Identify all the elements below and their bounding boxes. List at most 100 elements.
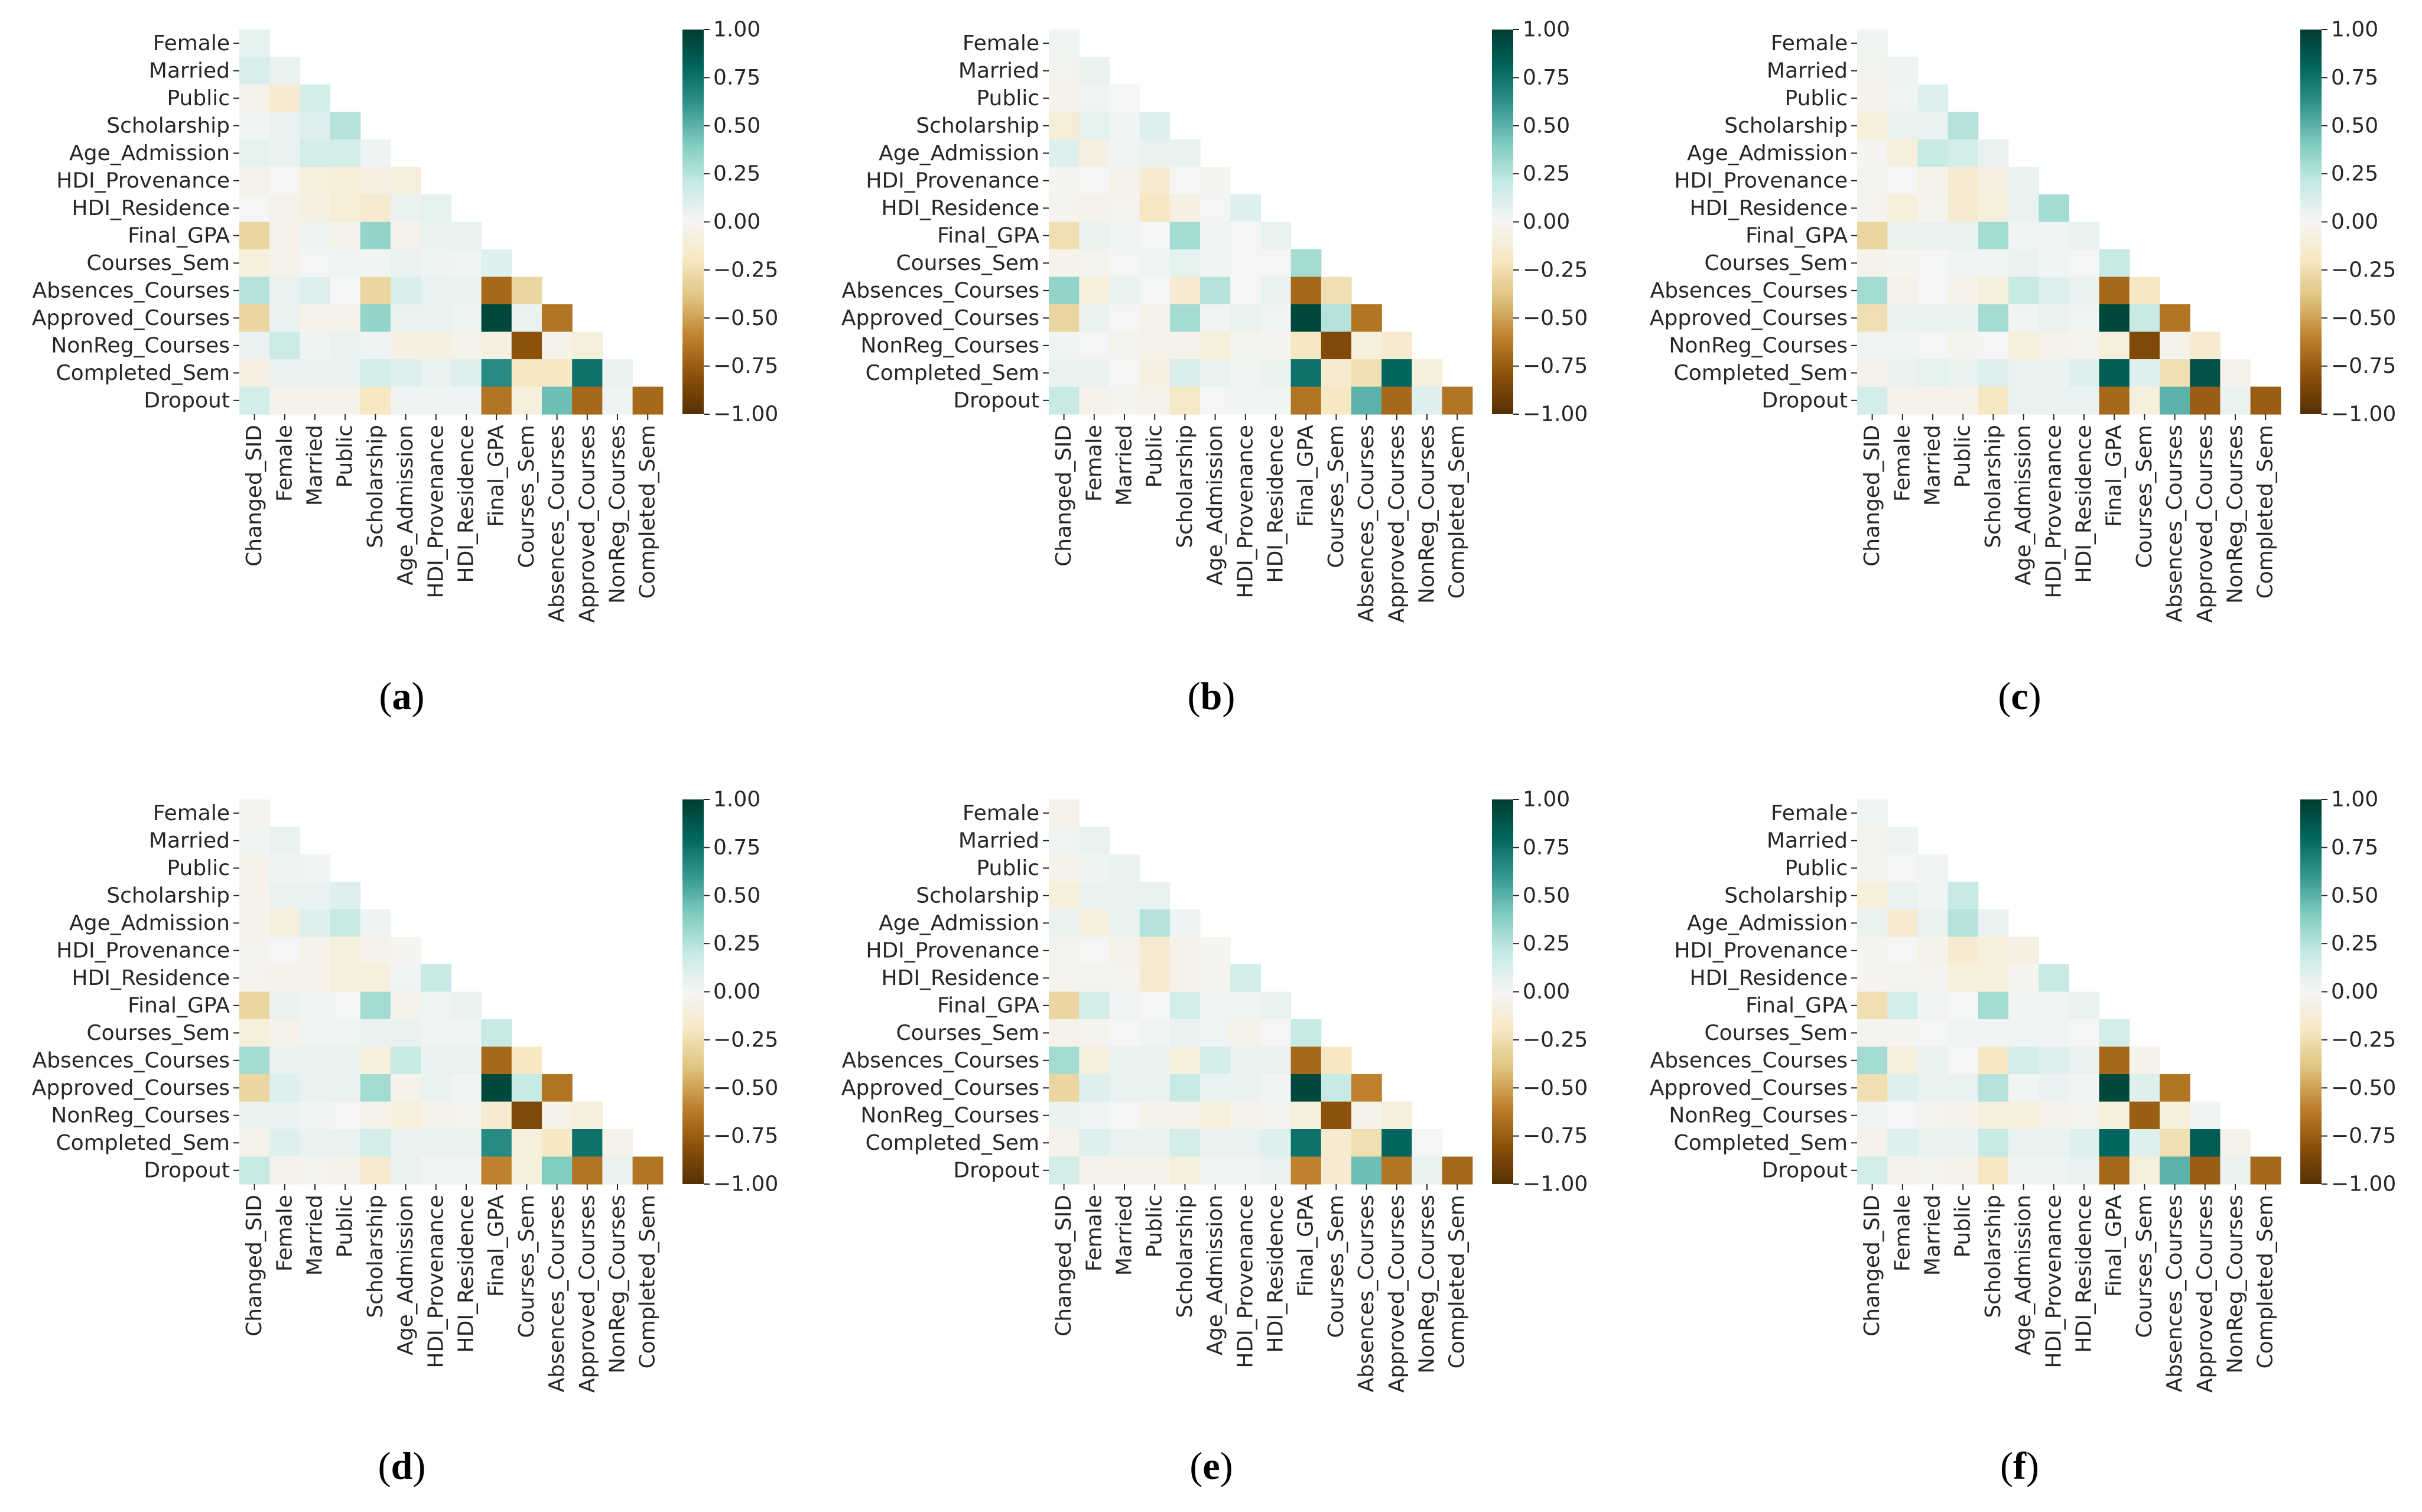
colorbar-tick-label: −0.25 <box>713 1027 778 1052</box>
y-tick-label: Approved_Courses <box>1650 306 1848 330</box>
heatmap-cell <box>1321 386 1352 415</box>
x-tick-label: Courses_Sem <box>2132 425 2157 568</box>
heatmap-cell <box>269 194 300 223</box>
y-tick-label: Final_GPA <box>1745 993 1848 1017</box>
heatmap-cell <box>1169 359 1201 388</box>
y-tick-label: HDI_Provenance <box>1674 938 1848 963</box>
heatmap-cell <box>2039 249 2069 278</box>
y-tick-label: Age_Admission <box>69 141 230 165</box>
y-tick-label: Absences_Courses <box>842 278 1039 303</box>
heatmap-cell <box>1887 1074 1918 1103</box>
y-tick-label: Final_GPA <box>1745 223 1848 248</box>
heatmap-cell <box>451 1156 482 1185</box>
colorbar-tick-label: −0.75 <box>1523 1124 1588 1148</box>
y-tick-label: HDI_Residence <box>1690 966 1848 990</box>
heatmap-cell <box>1917 909 1949 938</box>
heatmap-cell <box>239 1156 270 1185</box>
heatmap-cell <box>1109 991 1140 1020</box>
heatmap-cell <box>1139 1129 1171 1157</box>
heatmap-cell <box>1079 827 1110 855</box>
heatmap-cell <box>239 249 270 278</box>
y-tick-label: Married <box>149 58 230 83</box>
colorbar-tick-label: −0.75 <box>713 354 778 378</box>
heatmap-cell <box>481 1129 512 1157</box>
heatmap-panel-1: FemaleMarriedPublicScholarshipAge_Admiss… <box>32 18 778 718</box>
heatmap-cell <box>1978 991 2009 1020</box>
x-tick-label: HDI_Residence <box>1264 425 1288 583</box>
heatmap-cell <box>1200 1046 1231 1075</box>
heatmap-cell <box>451 249 482 278</box>
heatmap-cell <box>1887 84 1918 113</box>
heatmap-cell <box>1109 167 1140 195</box>
heatmap-cell <box>1948 1019 1979 1048</box>
heatmap-cell <box>481 1074 512 1103</box>
x-tick-label: Completed_Sem <box>636 425 660 599</box>
heatmap-cell <box>2099 1074 2130 1103</box>
heatmap-cell <box>2039 1046 2069 1075</box>
heatmap-cell <box>1169 1046 1201 1075</box>
heatmap-cell <box>1169 1129 1201 1157</box>
heatmap-cell <box>269 112 300 140</box>
heatmap-cell <box>1857 799 1888 828</box>
heatmap-cell <box>1260 1129 1292 1157</box>
heatmap-cell <box>1079 359 1110 388</box>
heatmap-cell <box>269 304 300 333</box>
heatmap-cell <box>1139 194 1171 223</box>
heatmap-cell <box>1049 1019 1080 1048</box>
heatmap-cell <box>1887 167 1918 195</box>
heatmap-cell <box>1948 937 1979 965</box>
heatmap-cell <box>2220 1156 2251 1185</box>
heatmap-cell <box>330 277 361 305</box>
heatmap-cell <box>269 167 300 195</box>
x-tick-label: Absences_Courses <box>1354 1195 1379 1392</box>
x-tick-label: Female <box>1082 425 1106 502</box>
heatmap-cell <box>239 909 270 938</box>
heatmap-cell <box>2129 277 2160 305</box>
heatmap-cell <box>421 359 451 388</box>
heatmap-cell <box>1978 1074 2009 1103</box>
heatmap-cell <box>1887 827 1918 855</box>
heatmap-cell <box>2008 331 2039 360</box>
heatmap-cell <box>572 1101 603 1130</box>
heatmap-cell <box>1857 1101 1888 1130</box>
heatmap-cell <box>1442 1156 1473 1185</box>
heatmap-cell <box>269 1101 300 1130</box>
heatmap-cell <box>1948 991 1979 1020</box>
y-tick-label: Public <box>1784 86 1848 110</box>
heatmap-cell <box>451 359 482 388</box>
heatmap-cell <box>2099 249 2130 278</box>
heatmap-cell <box>481 359 512 388</box>
heatmap-cell <box>1887 937 1918 965</box>
heatmap-cell <box>451 331 482 360</box>
heatmap-cell <box>1857 277 1888 305</box>
heatmap-cell <box>1857 57 1888 85</box>
heatmap-cell <box>330 1019 361 1048</box>
heatmap-cell <box>1079 57 1110 85</box>
x-tick-label: Public <box>1951 425 1975 488</box>
heatmap-cell <box>1260 1101 1292 1130</box>
colorbar-tick-label: 0.25 <box>1523 162 1570 186</box>
heatmap-cell <box>2099 277 2130 305</box>
heatmap-cell <box>269 84 300 113</box>
heatmap-cell <box>421 331 451 360</box>
heatmap-cell <box>2129 304 2160 333</box>
heatmap-cell <box>1978 1129 2009 1157</box>
heatmap-cell <box>1200 277 1231 305</box>
heatmap-cell <box>2099 331 2130 360</box>
heatmap-cell <box>1917 304 1949 333</box>
heatmap-cell <box>1139 304 1171 333</box>
x-tick-label: Completed_Sem <box>1445 425 1470 599</box>
heatmap-cell <box>1917 331 1949 360</box>
heatmap-cell <box>1049 304 1080 333</box>
x-tick-label: Age_Admission <box>1203 425 1227 586</box>
heatmap-cell <box>2099 304 2130 333</box>
x-tick-label: Married <box>1921 425 1945 506</box>
y-tick-label: Female <box>153 801 230 825</box>
y-tick-label: Public <box>167 856 230 880</box>
heatmap-cell <box>239 30 270 58</box>
y-tick-label: Age_Admission <box>69 911 230 935</box>
y-tick-label: HDI_Provenance <box>1674 168 1848 193</box>
heatmap-cell <box>1442 386 1473 415</box>
heatmap-cell <box>1290 249 1322 278</box>
heatmap-cell <box>300 909 331 938</box>
